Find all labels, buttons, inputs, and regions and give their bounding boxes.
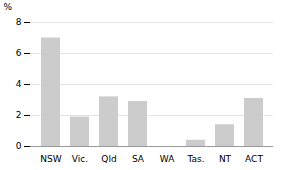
svg-text:6: 6 (16, 48, 22, 58)
svg-text:SA: SA (132, 154, 145, 164)
svg-text:8: 8 (16, 17, 22, 27)
svg-text:ACT: ACT (245, 154, 263, 164)
svg-text:0: 0 (16, 141, 22, 151)
svg-text:%: % (4, 2, 13, 12)
svg-text:2: 2 (16, 110, 22, 120)
svg-text:WA: WA (160, 154, 175, 164)
svg-text:4: 4 (16, 79, 22, 89)
svg-text:Qld: Qld (101, 154, 116, 164)
svg-text:NSW: NSW (40, 154, 61, 164)
svg-text:Vic.: Vic. (72, 154, 88, 164)
svg-text:NT: NT (219, 154, 232, 164)
svg-text:Tas.: Tas. (186, 154, 204, 164)
